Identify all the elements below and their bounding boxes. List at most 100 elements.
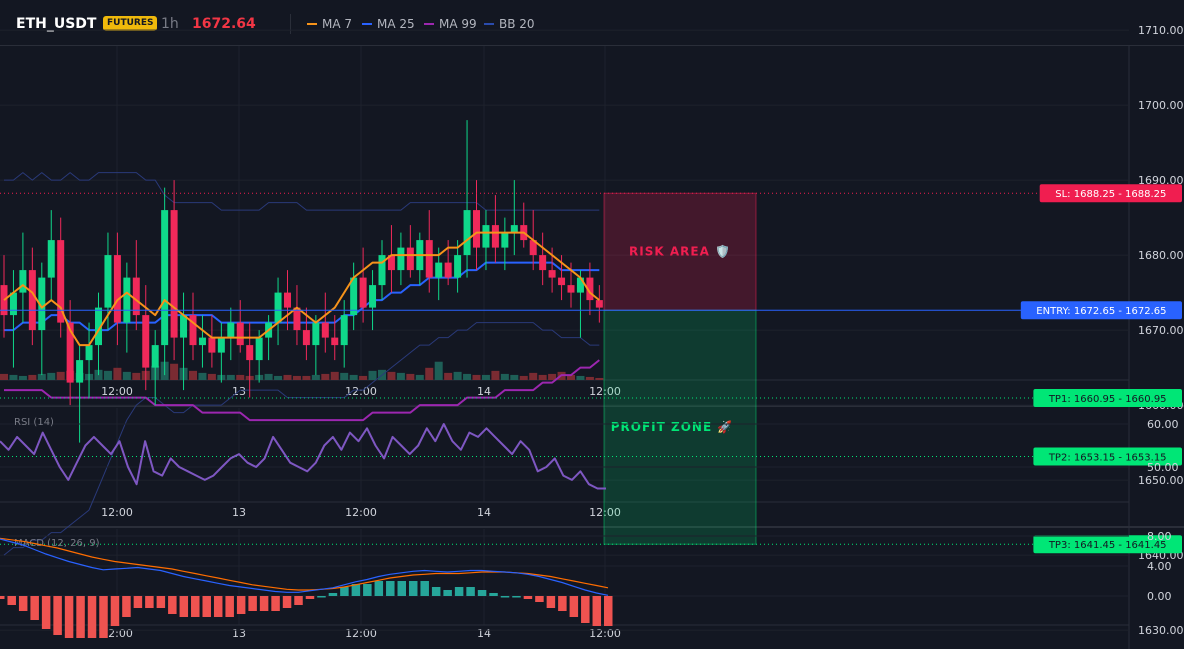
volume-bar	[311, 374, 320, 380]
ma7-line	[3, 231, 600, 347]
candle-body	[236, 322, 244, 346]
volume-bar	[132, 372, 141, 380]
legend-ma7[interactable]: MA 7	[307, 15, 352, 33]
level-tag-tp1: TP1: 1660.95 - 1660.95	[1033, 388, 1182, 407]
volume-bar	[548, 373, 557, 380]
volume-bar	[103, 370, 112, 380]
candle-body	[463, 210, 471, 256]
candle-body	[28, 270, 36, 331]
rsi-tick-label: 60.00	[1147, 418, 1179, 431]
macd-histogram-bar	[64, 596, 74, 638]
candle-body	[113, 255, 121, 323]
macd-histogram-bar	[363, 584, 372, 596]
level-tag-label-sl: SL: 1688.25 - 1688.25	[1055, 189, 1166, 200]
macd-histogram-bar	[18, 596, 28, 611]
candle-body	[491, 225, 499, 248]
symbol-name[interactable]: ETH_USDT	[16, 16, 97, 32]
volume-bar	[28, 374, 37, 380]
candle-body	[340, 315, 348, 346]
volume-bar	[283, 374, 292, 380]
candle-body	[501, 232, 509, 248]
macd-histogram-bar	[523, 596, 533, 599]
macd-histogram-bar	[500, 596, 510, 598]
macd-histogram-bar	[110, 596, 120, 626]
macd-tick-label: 8.00	[1147, 530, 1172, 543]
macd-histogram-bar	[317, 596, 326, 598]
macd-histogram-bar	[512, 596, 521, 598]
macd-histogram-bar	[569, 596, 579, 617]
ma99-swatch	[424, 22, 434, 25]
candle-body	[246, 345, 254, 361]
volume-bar	[595, 377, 604, 380]
candle-body	[539, 255, 547, 271]
macd-histogram-bar	[454, 587, 464, 596]
candle-body	[9, 292, 17, 316]
candle-body	[359, 277, 367, 308]
legend-ma99[interactable]: MA 99	[424, 15, 477, 33]
time-axis-label-0-3: 14	[477, 385, 491, 398]
candle-body	[387, 255, 395, 271]
macd-histogram-bar	[30, 596, 39, 620]
macd-histogram-bar	[328, 593, 338, 596]
level-tag-label-tp3: TP3: 1641.45 - 1641.45	[1048, 540, 1167, 551]
time-axis-label-1-4: 12:00	[589, 506, 621, 519]
volume-bar	[434, 361, 443, 380]
macd-histogram-bar	[340, 587, 349, 596]
macd-histogram-bar	[477, 590, 487, 596]
macd-line	[0, 538, 609, 596]
candle-body	[95, 307, 102, 346]
candle-body	[595, 300, 603, 308]
level-tag-label-tp2: TP2: 1653.15 - 1653.15	[1048, 452, 1167, 463]
time-axis-label-0-2: 12:00	[345, 385, 377, 398]
legend-ma25[interactable]: MA 25	[362, 15, 415, 33]
macd-histogram-bar	[282, 596, 292, 608]
candle-body	[170, 210, 178, 338]
macd-histogram-bar	[386, 581, 395, 596]
macd-histogram-bar	[408, 581, 418, 596]
volume-bar	[292, 375, 301, 380]
candle-body	[208, 337, 216, 353]
macd-histogram-bar	[156, 596, 166, 608]
volume-bar	[500, 373, 509, 380]
ma25-swatch	[362, 22, 372, 25]
level-tag-entry: ENTRY: 1672.65 - 1672.65	[1020, 301, 1182, 320]
volume-bar	[226, 374, 235, 380]
macd-histogram-bar	[236, 596, 246, 614]
volume-bar	[406, 373, 415, 380]
macd-histogram-bar	[546, 596, 556, 608]
candle-body	[406, 247, 414, 271]
macd-histogram-bar	[168, 596, 177, 614]
time-axis-label-2-3: 14	[477, 627, 491, 640]
time-axis-label-2-4: 12:00	[589, 627, 621, 640]
volume-bar	[302, 375, 311, 380]
candle-body	[567, 285, 575, 293]
legend-ma7-label: MA 7	[322, 17, 353, 31]
legend-bb20-label: BB 20	[499, 17, 535, 31]
volume-bar	[349, 374, 358, 380]
candle-body	[19, 270, 27, 293]
candle-body	[142, 315, 150, 368]
macd-histogram-bar	[259, 596, 269, 611]
time-axis-label-1-2: 12:00	[345, 506, 377, 519]
legend-ma99-label: MA 99	[439, 17, 477, 31]
volume-bar	[47, 372, 56, 380]
header-divider	[290, 14, 291, 34]
legend-bb20[interactable]: BB 20	[484, 15, 535, 33]
level-tag-bg-sl	[1039, 184, 1182, 203]
rsi-line	[0, 423, 606, 490]
candle-body	[57, 240, 65, 323]
candle-body	[38, 277, 46, 331]
macd-histogram-bar	[213, 596, 223, 617]
candle-body	[123, 277, 131, 323]
level-tag-sl: SL: 1688.25 - 1688.25	[1039, 184, 1182, 203]
price-tick-label: 1670.00	[1138, 324, 1184, 337]
timeframe-label[interactable]: 1h	[161, 16, 179, 32]
bb-upper-line	[4, 172, 600, 211]
volume-bar	[359, 375, 368, 380]
macd-title: MACD (12, 26, 9)	[14, 538, 100, 549]
macd-histogram-bar	[99, 596, 108, 638]
volume-bar	[321, 373, 330, 380]
risk-area-zone	[603, 192, 757, 311]
volume-bar	[519, 375, 528, 380]
